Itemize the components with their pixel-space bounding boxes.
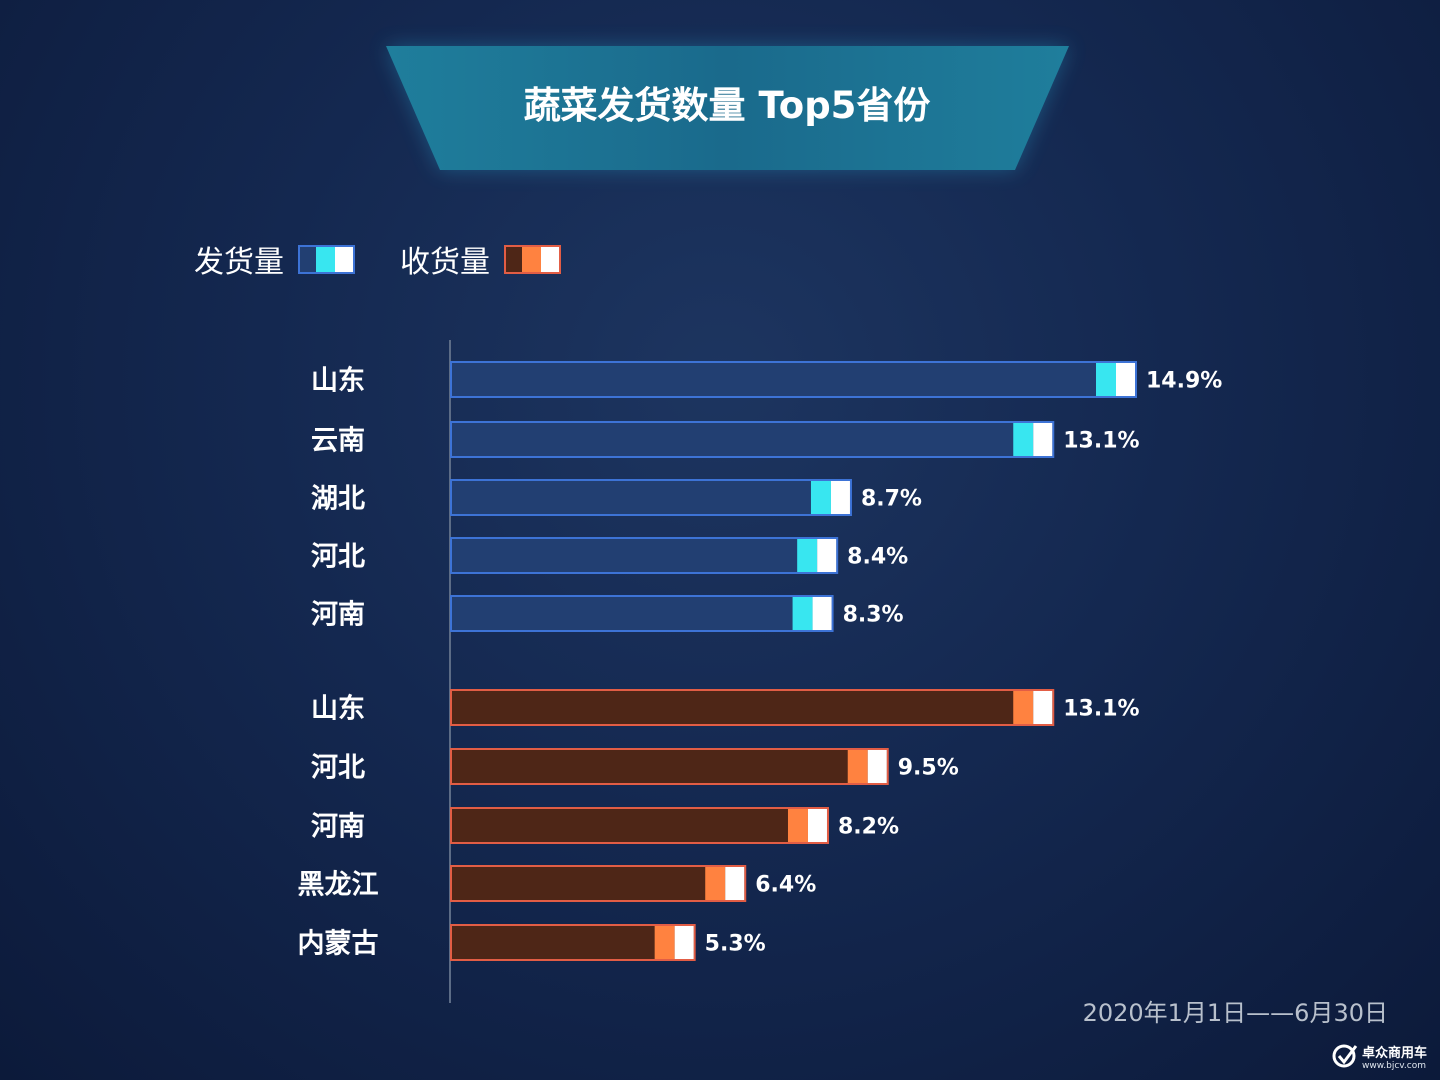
legend-label-receipts: 收货量 [400,245,490,280]
shipments-bar-accent [792,597,813,630]
receipts-bar [450,748,889,785]
receipts-bar-accent [787,809,808,842]
legend: 发货量 收货量 [194,245,561,280]
shipments-bar-accent [1013,423,1034,456]
receipts-bar-cap [867,750,887,783]
shipments-bar [450,537,839,574]
receipts-value-label: 6.4% [755,873,816,898]
shipments-bar-cap [1116,363,1135,396]
shipments-bar-cap [812,597,832,630]
shipments-bar [450,595,834,632]
logo-name: 卓众商用车 [1362,1045,1427,1061]
title-banner [386,46,1069,170]
receipts-category-label: 山东 [311,693,365,725]
shipments-value-label: 8.3% [843,603,904,628]
shipments-category-label: 河北 [311,542,365,573]
legend-swatch-receipts-cap [541,247,559,272]
shipments-value-label: 8.4% [847,545,908,570]
shipments-category-label: 湖北 [311,484,365,515]
receipts-value-label: 9.5% [898,756,959,781]
shipments-bar [450,421,1055,458]
receipts-bar-accent [705,867,726,900]
shipments-value-label: 13.1% [1063,429,1139,454]
receipts-bar [450,807,829,844]
receipts-value-label: 5.3% [705,932,766,957]
shipments-value-label: 8.7% [861,487,922,512]
brand-logo: 卓众商用车 www.bjcv.com [1332,1044,1427,1071]
legend-label-shipments: 发货量 [194,245,284,280]
date-range: 2020年1月1日——6月30日 [1083,999,1388,1027]
receipts-value-label: 13.1% [1063,697,1139,722]
shipments-category-label: 河南 [311,600,365,631]
receipts-bar [450,924,696,961]
shipments-value-label: 14.9% [1146,369,1222,394]
legend-swatch-shipments [298,245,355,274]
receipts-category-label: 黑龙江 [298,870,379,901]
receipts-bar-accent [1013,691,1034,724]
shipments-bar [450,479,852,516]
shipments-bar [450,361,1137,398]
receipts-bar-cap [1033,691,1053,724]
receipts-category-label: 河北 [311,753,365,784]
receipts-category-label: 内蒙古 [298,929,379,960]
shipments-bar-accent [810,481,831,514]
shipments-category-label: 云南 [311,426,365,457]
logo-url: www.bjcv.com [1362,1061,1426,1071]
shipments-bar-accent [1096,363,1116,396]
bars-layer: 山东 14.9% 云南 13.1% 湖北 8.7% 河北 8.4% 河南 8.3% 山东 13.1% 河… [298,361,1222,961]
receipts-bar [450,865,747,902]
receipts-bar-accent [847,750,868,783]
shipments-category-label: 山东 [311,365,365,397]
shipments-bar-accent [797,539,818,572]
shipments-bar-cap [830,481,850,514]
receipts-bar-accent [654,926,675,959]
shipments-bar-cap [1033,423,1053,456]
receipts-value-label: 8.2% [838,815,899,840]
legend-swatch-shipments-accent [316,247,335,272]
receipts-category-label: 河南 [311,812,365,843]
logo-mark-tick [1337,1045,1358,1065]
receipts-bar [450,689,1055,726]
chart-title: 蔬菜发货数量 Top5省份 [524,84,931,127]
shipments-bar-cap [817,539,837,572]
receipts-bar-cap [807,809,827,842]
receipts-bar-cap [725,867,745,900]
logo-mark [1332,1044,1356,1068]
legend-swatch-shipments-cap [335,247,353,272]
receipts-bar-cap [674,926,694,959]
legend-swatch-receipts [504,245,561,274]
legend-swatch-receipts-accent [522,247,541,272]
